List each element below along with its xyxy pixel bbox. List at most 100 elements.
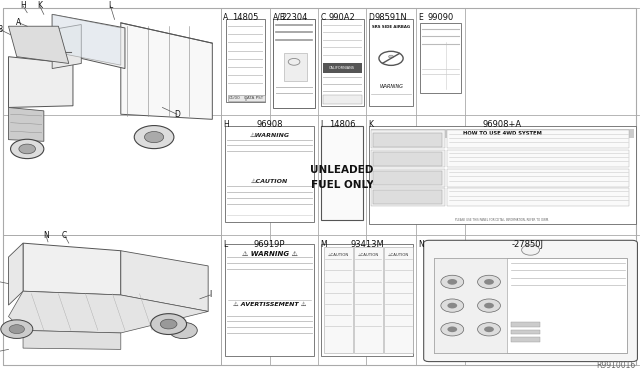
Text: ⚠CAUTION: ⚠CAUTION xyxy=(388,253,409,257)
Text: H: H xyxy=(223,120,229,129)
Bar xyxy=(371,129,634,138)
Bar xyxy=(323,62,362,73)
Text: E: E xyxy=(419,13,423,22)
Text: WARNING: WARNING xyxy=(379,84,403,89)
Text: R9910016: R9910016 xyxy=(596,361,636,370)
Bar xyxy=(369,126,636,224)
Bar xyxy=(371,150,445,167)
Circle shape xyxy=(19,144,36,154)
Circle shape xyxy=(169,322,197,339)
Text: C: C xyxy=(62,231,67,240)
Text: 22304: 22304 xyxy=(281,13,307,22)
Circle shape xyxy=(477,299,500,312)
Text: M: M xyxy=(321,240,327,248)
Text: -27850J: -27850J xyxy=(511,240,543,248)
Text: 93413M: 93413M xyxy=(350,240,384,248)
Text: H: H xyxy=(20,1,26,10)
Circle shape xyxy=(134,126,174,149)
Bar xyxy=(369,19,413,106)
Text: FUEL ONLY: FUEL ONLY xyxy=(310,180,374,189)
Text: ⚠ AVERTISSEMENT ⚠: ⚠ AVERTISSEMENT ⚠ xyxy=(233,302,306,307)
Text: L: L xyxy=(223,240,228,248)
Text: ⚠CAUTION: ⚠CAUTION xyxy=(358,253,379,257)
Text: SRS SIDE AIRBAG: SRS SIDE AIRBAG xyxy=(372,25,410,29)
Bar xyxy=(321,126,363,220)
Polygon shape xyxy=(52,15,121,65)
Polygon shape xyxy=(8,243,23,305)
Bar xyxy=(354,247,383,353)
Polygon shape xyxy=(23,243,121,295)
Text: 14805: 14805 xyxy=(232,13,259,22)
Text: N: N xyxy=(43,231,49,240)
Text: C: C xyxy=(321,13,326,22)
Circle shape xyxy=(151,314,187,334)
Text: K: K xyxy=(369,120,374,129)
Circle shape xyxy=(9,325,24,334)
Bar xyxy=(447,130,629,148)
Bar xyxy=(273,19,315,108)
Bar xyxy=(321,19,364,106)
Circle shape xyxy=(447,327,457,332)
Text: PLEASE USE THIS PANEL FOR DETAIL INFORMATION, REFER TO OWM.: PLEASE USE THIS PANEL FOR DETAIL INFORMA… xyxy=(455,218,550,222)
Polygon shape xyxy=(52,25,81,68)
Text: L: L xyxy=(108,1,113,10)
Circle shape xyxy=(388,55,394,58)
Text: N: N xyxy=(419,240,424,248)
Polygon shape xyxy=(52,15,125,68)
Polygon shape xyxy=(23,330,121,349)
Circle shape xyxy=(522,245,540,255)
Text: A/B: A/B xyxy=(273,13,285,22)
Text: I: I xyxy=(209,291,211,299)
Bar xyxy=(225,244,314,356)
Bar xyxy=(447,169,629,187)
Text: CALIFORNIANS: CALIFORNIANS xyxy=(329,66,355,70)
Text: D: D xyxy=(369,13,374,22)
Bar xyxy=(420,23,461,93)
Text: CATA PST: CATA PST xyxy=(244,96,264,100)
Polygon shape xyxy=(121,23,212,119)
Text: 96908+A: 96908+A xyxy=(483,120,522,129)
Bar xyxy=(284,53,307,81)
Bar xyxy=(371,188,445,206)
FancyBboxPatch shape xyxy=(424,240,637,362)
Circle shape xyxy=(484,303,494,308)
Polygon shape xyxy=(8,291,208,333)
Bar xyxy=(511,337,540,341)
Text: 98591N: 98591N xyxy=(374,13,408,22)
Circle shape xyxy=(447,303,457,308)
Text: 01/00: 01/00 xyxy=(229,96,241,100)
Text: I: I xyxy=(321,120,323,129)
Circle shape xyxy=(441,323,464,336)
Text: 99090: 99090 xyxy=(428,13,454,22)
Bar xyxy=(371,169,445,187)
Text: UNLEADED: UNLEADED xyxy=(310,165,374,174)
Polygon shape xyxy=(8,108,44,141)
Bar xyxy=(447,150,629,167)
Bar xyxy=(323,95,362,104)
Circle shape xyxy=(477,323,500,336)
Bar xyxy=(511,322,540,327)
Text: ⚠WARNING: ⚠WARNING xyxy=(250,133,289,138)
Bar xyxy=(373,132,442,147)
Bar xyxy=(434,258,508,353)
Bar xyxy=(371,130,445,148)
Circle shape xyxy=(441,275,464,289)
Bar xyxy=(373,190,442,204)
Bar xyxy=(434,258,627,353)
Circle shape xyxy=(145,132,164,143)
Text: K: K xyxy=(37,1,42,10)
Text: 14806: 14806 xyxy=(329,120,355,129)
Circle shape xyxy=(484,279,494,285)
Text: 96919P: 96919P xyxy=(253,240,285,248)
Circle shape xyxy=(11,139,44,158)
Bar xyxy=(373,171,442,185)
Circle shape xyxy=(447,279,457,285)
Bar xyxy=(321,244,413,356)
Bar xyxy=(324,247,353,353)
Circle shape xyxy=(477,275,500,289)
Polygon shape xyxy=(121,251,208,311)
Bar xyxy=(447,188,629,206)
Text: ⚠CAUTION: ⚠CAUTION xyxy=(251,179,288,184)
Bar xyxy=(225,126,314,222)
Text: A: A xyxy=(16,18,22,27)
